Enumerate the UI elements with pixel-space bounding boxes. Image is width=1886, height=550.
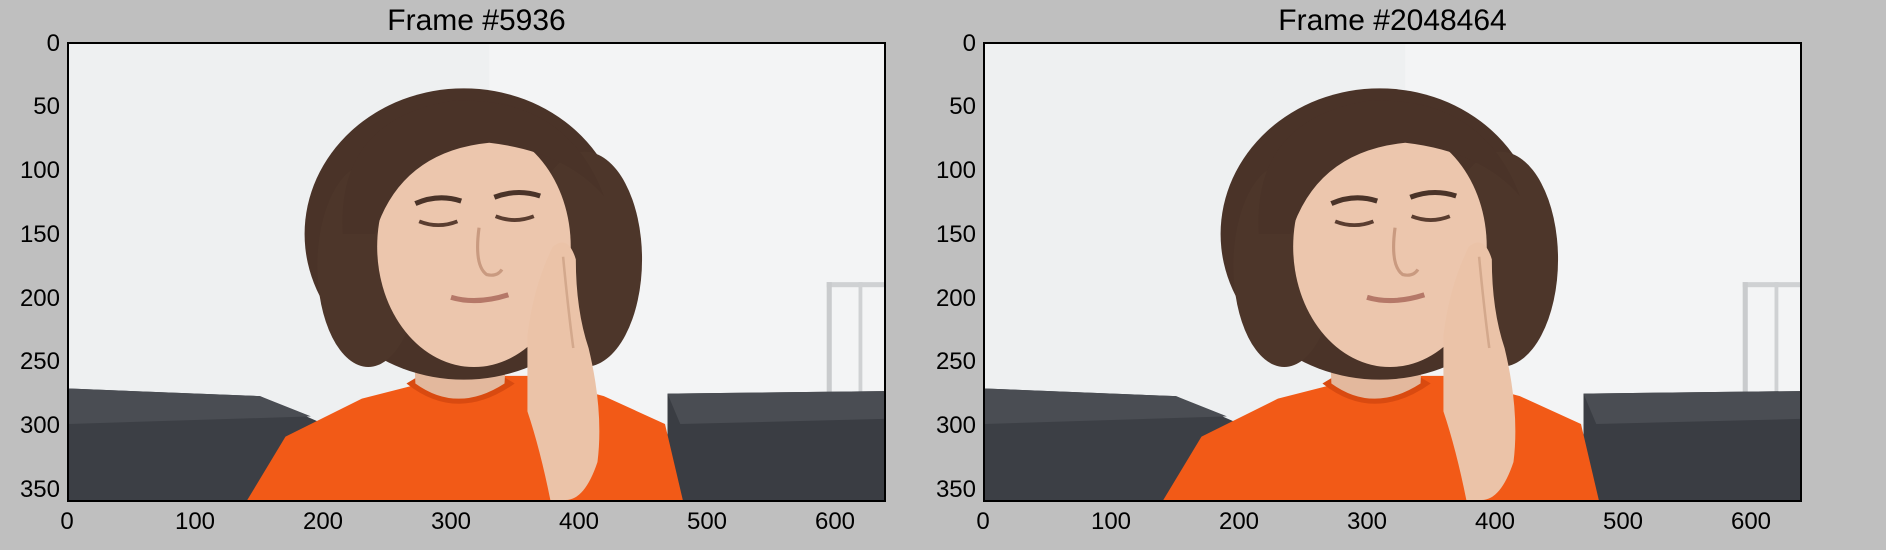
x-tick-label: 100 (1090, 508, 1132, 535)
panel-title: Frame #5936 (387, 4, 566, 37)
x-tick-label: 100 (174, 508, 216, 535)
x-axis-tick-labels: 0 100 200 300 400 500 600 (976, 508, 1802, 540)
y-tick-label: 350 (19, 476, 60, 503)
x-tick-label: 0 (60, 508, 74, 535)
frame-panel-right: Frame #2048464 (936, 0, 1886, 550)
y-tick-label: 300 (935, 412, 976, 439)
x-tick-label: 200 (302, 508, 344, 535)
y-tick-label: 50 (33, 93, 60, 120)
x-tick-label: 300 (430, 508, 472, 535)
x-tick-label: 600 (1730, 508, 1772, 535)
image-axes (67, 42, 886, 502)
y-axis-tick-labels: 0 50 100 150 200 250 300 350 (913, 32, 976, 503)
frame-image (985, 44, 1800, 500)
y-tick-label: 0 (962, 30, 976, 57)
y-tick-label: 150 (935, 221, 976, 248)
x-tick-label: 500 (1602, 508, 1644, 535)
x-tick-label: 400 (1474, 508, 1516, 535)
panel-title: Frame #2048464 (1278, 4, 1507, 37)
y-tick-label: 300 (19, 412, 60, 439)
x-tick-label: 0 (976, 508, 990, 535)
y-tick-label: 100 (935, 157, 976, 184)
x-tick-label: 400 (558, 508, 600, 535)
x-tick-label: 200 (1218, 508, 1260, 535)
y-tick-label: 200 (935, 285, 976, 312)
x-tick-label: 500 (686, 508, 728, 535)
x-tick-label: 300 (1346, 508, 1388, 535)
image-axes (983, 42, 1802, 502)
y-tick-label: 100 (19, 157, 60, 184)
y-axis-tick-labels: 0 50 100 150 200 250 300 350 (0, 32, 60, 503)
y-tick-label: 150 (19, 221, 60, 248)
x-axis-tick-labels: 0 100 200 300 400 500 600 (60, 508, 886, 540)
y-tick-label: 250 (19, 348, 60, 375)
y-tick-label: 50 (949, 93, 976, 120)
x-tick-label: 600 (814, 508, 856, 535)
frame-image (69, 44, 884, 500)
y-tick-label: 0 (46, 30, 60, 57)
y-tick-label: 200 (19, 285, 60, 312)
y-tick-label: 350 (935, 476, 976, 503)
y-tick-label: 250 (935, 348, 976, 375)
frame-panel-left: Frame #5936 (0, 4, 886, 540)
